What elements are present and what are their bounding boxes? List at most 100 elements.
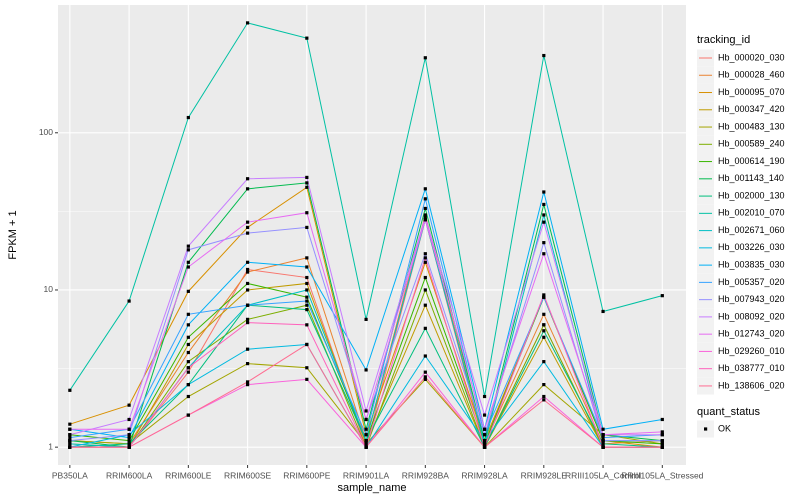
x-tick-label: RRIM600SE (224, 470, 272, 480)
data-point (482, 439, 487, 443)
legend-label: Hb_000589_240 (718, 139, 785, 149)
x-tick-label: RRIM928LE (521, 470, 568, 480)
data-point (127, 427, 131, 431)
data-point (423, 370, 427, 374)
data-point (245, 231, 250, 235)
data-point (305, 256, 309, 260)
legend-label: Hb_003226_030 (718, 242, 785, 252)
data-point (186, 248, 190, 252)
data-point (364, 368, 368, 372)
data-point (305, 185, 309, 189)
data-point (245, 321, 250, 325)
x-tick-label: RRIII105LA_Control (565, 470, 641, 480)
data-point (127, 442, 131, 446)
data-point (186, 360, 190, 364)
y-tick-label: 1 (48, 441, 53, 451)
data-point (423, 215, 427, 219)
data-point (364, 417, 368, 422)
data-point (245, 281, 250, 286)
data-point (660, 430, 664, 434)
x-tick-label: RRIM600LA (106, 470, 153, 480)
legend-label: Hb_005357_020 (718, 277, 785, 287)
data-point (542, 53, 546, 58)
data-point (364, 433, 368, 437)
data-point (305, 281, 309, 286)
data-point (542, 190, 546, 194)
data-point (601, 445, 605, 449)
data-point (245, 177, 250, 181)
data-point (364, 427, 368, 431)
data-point (305, 342, 309, 347)
data-point (482, 413, 487, 417)
data-point (423, 326, 427, 330)
data-point (68, 439, 72, 443)
data-point (186, 350, 190, 355)
data-point (423, 187, 427, 191)
data-point (245, 220, 250, 224)
data-point (542, 295, 546, 299)
data-point (660, 442, 664, 446)
data-point (127, 417, 131, 422)
legend-label: Hb_000095_070 (718, 87, 785, 97)
data-point (245, 380, 250, 384)
legend-label: Hb_001143_140 (718, 173, 784, 183)
data-point (542, 335, 546, 339)
data-point (186, 335, 190, 339)
data-point (542, 220, 546, 224)
data-point (482, 445, 487, 449)
data-point (601, 309, 605, 314)
data-point (423, 260, 427, 264)
legend-label: Hb_000028_460 (718, 70, 785, 80)
data-point (542, 312, 546, 316)
data-point (364, 439, 368, 443)
legend-label: Hb_002671_060 (718, 225, 785, 235)
legend-point (704, 427, 708, 431)
data-point (423, 213, 427, 217)
legend-label: Hb_008092_020 (718, 311, 785, 321)
data-point (660, 433, 664, 437)
data-point (423, 303, 427, 307)
data-point (423, 275, 427, 280)
data-point (601, 436, 605, 440)
data-point (186, 383, 190, 387)
data-point (305, 225, 309, 230)
legend-label: Hb_002000_130 (718, 190, 785, 200)
data-point (68, 422, 72, 426)
data-point (305, 275, 309, 280)
data-point (305, 181, 309, 185)
data-point (305, 377, 309, 381)
data-point (245, 362, 250, 366)
data-point (245, 288, 250, 292)
data-point (305, 295, 309, 299)
data-point (186, 394, 190, 399)
data-point (542, 213, 546, 217)
data-point (305, 265, 309, 269)
data-point (245, 21, 250, 25)
data-point (660, 294, 664, 298)
data-point (423, 288, 427, 292)
data-point (423, 375, 427, 379)
data-point (186, 366, 190, 370)
data-point (482, 394, 487, 399)
data-point (305, 303, 309, 307)
data-point (305, 308, 309, 312)
data-point (542, 383, 546, 387)
data-point (660, 439, 664, 443)
data-point (245, 225, 250, 230)
data-point (245, 260, 250, 264)
data-point (601, 433, 605, 437)
data-point (186, 115, 190, 120)
data-point (186, 323, 190, 327)
legend-label: Hb_002010_070 (718, 208, 785, 218)
data-point (68, 436, 72, 440)
legend-label: OK (718, 423, 731, 433)
data-point (127, 299, 131, 303)
data-point (305, 288, 309, 292)
data-point (364, 445, 368, 449)
data-point (127, 439, 131, 443)
legend-label: Hb_000020_030 (718, 52, 785, 62)
data-point (542, 329, 546, 333)
data-point (423, 256, 427, 260)
x-tick-label: RRIM600PE (283, 470, 331, 480)
data-point (245, 303, 250, 307)
